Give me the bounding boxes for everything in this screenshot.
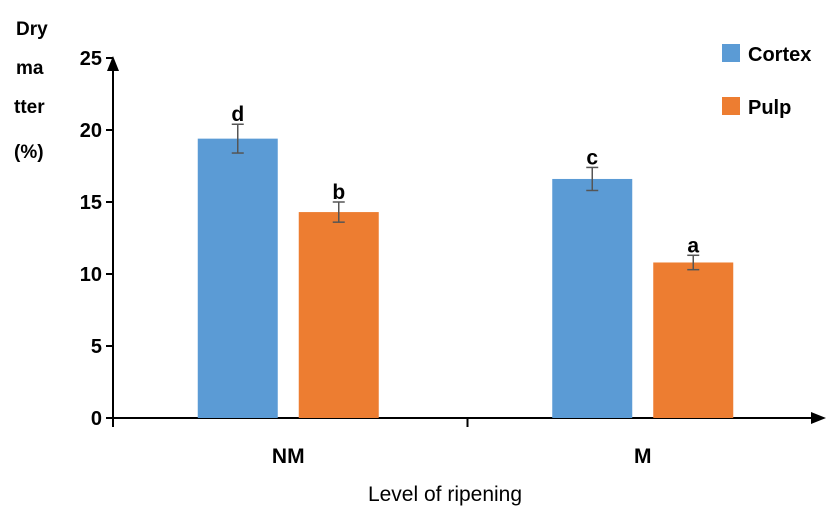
bar-cortex-m: [552, 178, 633, 418]
category-label: M: [634, 445, 652, 468]
category-labels: NM M: [272, 445, 652, 468]
category-label: NM: [272, 445, 305, 468]
significance-letter: b: [332, 181, 345, 204]
x-axis-label: Level of ripening: [368, 483, 522, 506]
bar-pulp-nm: [298, 212, 379, 418]
significance-letter: a: [687, 234, 699, 257]
legend-label-cortex: Cortex: [748, 44, 811, 66]
significance-letter: d: [231, 103, 244, 126]
y-axis-label-line: (%): [14, 142, 44, 163]
y-axis-label-line: Dry: [16, 19, 48, 40]
legend-label-pulp: Pulp: [748, 97, 791, 119]
y-tick-label: 25: [80, 48, 102, 70]
y-tick-label: 10: [80, 264, 102, 286]
error-bars: [231, 123, 700, 271]
y-tick-label: 20: [80, 120, 102, 142]
bar-pulp-m: [653, 262, 734, 418]
y-ticks: 0 5 10 15 20 25: [80, 48, 113, 430]
significance-letters: d b c a: [231, 103, 699, 257]
y-tick-label: 5: [91, 336, 102, 358]
y-tick-label: 0: [91, 408, 102, 430]
legend: Cortex Pulp: [722, 44, 811, 119]
bars: [197, 138, 734, 418]
x-ticks: [112, 418, 469, 427]
legend-swatch-pulp: [722, 97, 740, 115]
significance-letter: c: [586, 146, 598, 169]
y-axis-label-line: ma: [16, 58, 44, 79]
bar-cortex-nm: [197, 138, 278, 418]
x-axis-arrow: [811, 412, 826, 424]
legend-swatch-cortex: [722, 44, 740, 62]
y-tick-label: 15: [80, 192, 102, 214]
y-axis-label: Dry ma tter (%): [14, 19, 53, 163]
y-axis-arrow: [107, 56, 119, 71]
y-axis-label-line: tter: [14, 97, 45, 118]
